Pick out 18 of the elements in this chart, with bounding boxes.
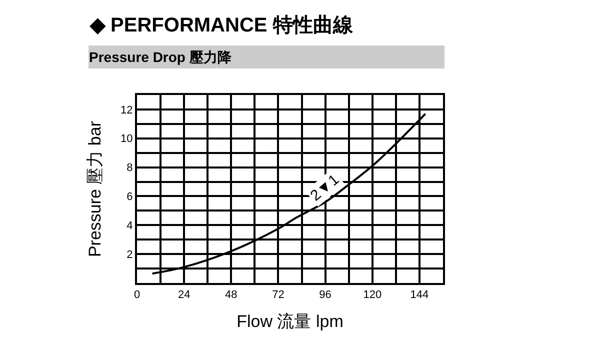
chart-title: ◆ PERFORMANCE 特性曲線 xyxy=(89,14,354,36)
chart-subtitle: Pressure Drop 壓力降 xyxy=(89,49,232,65)
x-tick-label: 96 xyxy=(319,289,332,302)
y-tick-label: 4 xyxy=(126,220,133,232)
x-tick-label: 72 xyxy=(272,289,284,302)
y-tick-label: 12 xyxy=(120,104,133,116)
x-tick-label: 0 xyxy=(134,289,140,302)
y-tick-label: 2 xyxy=(126,248,133,261)
annotation: 2▼1 xyxy=(307,171,342,205)
x-tick-label: 48 xyxy=(225,289,238,302)
x-tick-label: 144 xyxy=(410,289,429,302)
y-tick-label: 6 xyxy=(126,191,133,204)
x-axis-title: Flow 流量 lpm xyxy=(236,312,344,332)
x-tick-label: 120 xyxy=(363,289,382,302)
y-tick-label: 10 xyxy=(120,133,133,146)
y-axis-title: Pressure 壓力 bar xyxy=(86,120,105,258)
x-tick-label: 24 xyxy=(178,289,190,302)
y-tick-label: 8 xyxy=(126,162,133,174)
